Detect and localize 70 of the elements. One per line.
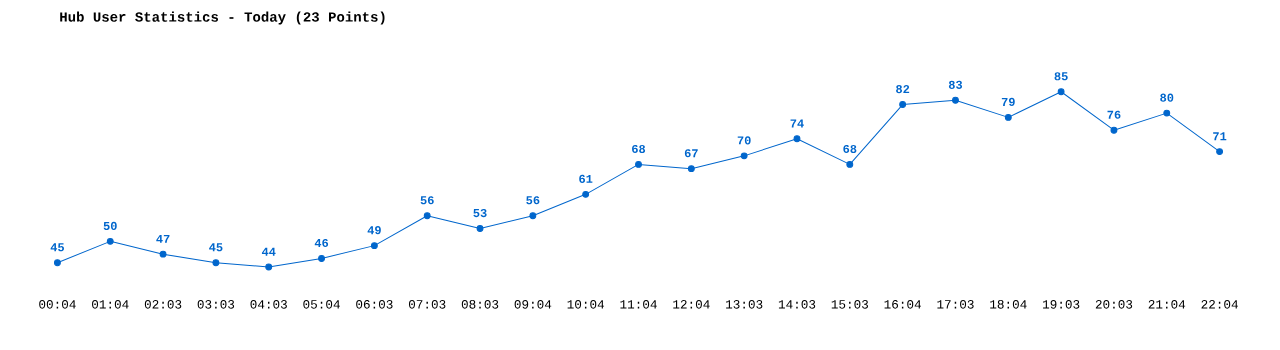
chart-title: Hub User Statistics - Today (23 Points) [60, 11, 385, 25]
data-label: 56 [420, 196, 434, 205]
point [53, 259, 61, 267]
point [159, 250, 167, 258]
x-tick-label: 22:04 [1201, 300, 1238, 309]
data-label: 74 [790, 119, 804, 128]
point [265, 263, 273, 271]
point [1110, 126, 1118, 134]
data-label: 70 [737, 136, 751, 145]
x-tick-label: 16:04 [884, 300, 921, 309]
point [793, 135, 801, 143]
x-tick-label: 14:03 [778, 300, 816, 309]
point [740, 152, 748, 160]
point [1004, 113, 1012, 121]
x-tick-label: 10:04 [567, 300, 605, 309]
data-label: 61 [579, 174, 593, 183]
point [423, 212, 431, 220]
x-tick-label: 21:04 [1148, 300, 1186, 309]
data-label: 45 [209, 243, 223, 252]
data-label: 56 [526, 196, 540, 205]
point [582, 190, 590, 198]
point [952, 96, 959, 104]
x-tick-label: 09:04 [514, 300, 552, 309]
data-label: 49 [367, 226, 381, 235]
data-label: 44 [261, 247, 276, 256]
x-tick-label: 19:03 [1043, 300, 1080, 309]
data-label: 80 [1160, 93, 1174, 102]
point [687, 165, 695, 173]
x-tick-label: 04:03 [250, 300, 287, 309]
x-tick-label: 00:04 [39, 300, 76, 309]
point [476, 225, 484, 232]
data-label: 85 [1054, 72, 1068, 81]
x-tick-label: 06:03 [356, 300, 393, 309]
point [899, 101, 907, 108]
data-label: 79 [1001, 97, 1015, 107]
point [212, 259, 220, 267]
x-tick-label: 11:04 [620, 300, 657, 309]
data-label: 53 [473, 208, 487, 218]
point [106, 237, 114, 245]
x-tick-label: 02:03 [144, 300, 182, 309]
x-tick-label: 07:03 [408, 300, 446, 309]
point [635, 160, 642, 168]
data-label: 50 [103, 221, 117, 230]
data-label: 45 [50, 243, 64, 252]
data-label: 68 [632, 144, 646, 154]
data-label: 71 [1213, 132, 1227, 141]
x-tick-label: 08:03 [461, 300, 499, 309]
x-tick-label: 18:04 [990, 300, 1027, 309]
x-tick-label: 20:03 [1095, 300, 1133, 309]
point [370, 242, 378, 250]
x-tick-label: 15:03 [831, 300, 869, 309]
data-label: 82 [896, 85, 910, 94]
x-tick-label: 03:03 [197, 300, 235, 309]
point [1216, 148, 1224, 156]
data-label: 67 [684, 149, 698, 158]
data-label: 47 [156, 234, 170, 243]
point [1163, 109, 1171, 117]
data-label: 83 [948, 80, 963, 89]
x-tick-label: 12:04 [673, 300, 710, 309]
point [846, 160, 854, 168]
point [529, 212, 537, 220]
x-tick-label: 17:03 [937, 300, 974, 309]
point [318, 255, 325, 262]
point [1057, 88, 1065, 96]
data-label: 68 [843, 144, 857, 154]
x-tick-label: 01:04 [92, 300, 129, 309]
x-tick-label: 05:04 [303, 300, 340, 309]
data-label: 76 [1107, 110, 1121, 119]
data-label: 46 [314, 238, 329, 248]
x-tick-label: 13:03 [726, 300, 763, 309]
